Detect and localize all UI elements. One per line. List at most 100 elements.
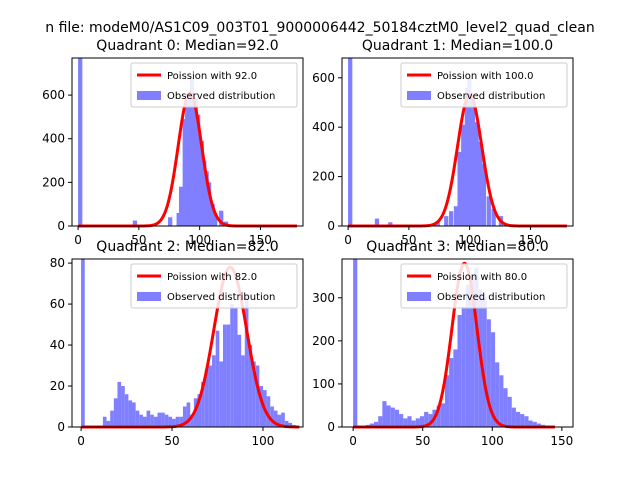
x-tick-label: 0	[77, 434, 85, 448]
histogram-bar	[503, 388, 508, 427]
y-tick-label: 100	[312, 377, 335, 391]
x-tick-label: 150	[249, 233, 272, 247]
legend-observed-swatch	[407, 91, 431, 100]
histogram-bar	[176, 212, 181, 226]
legend-observed-swatch	[137, 292, 161, 301]
histogram-bar	[369, 423, 374, 427]
histogram-bar	[481, 164, 487, 226]
histogram-bar	[461, 306, 466, 427]
histogram-bar	[146, 410, 151, 427]
histogram-bar	[461, 124, 466, 226]
histogram-bar	[467, 77, 472, 226]
histogram-bar	[132, 220, 138, 226]
subplot-quadrant-0: 0 50 100 150 0 200 400 600 Quadrant 0: Median=92…	[42, 38, 304, 247]
histogram-bar	[106, 420, 111, 427]
histogram-bar	[281, 412, 285, 427]
histogram-bar	[470, 95, 476, 226]
y-tick-label: 600	[42, 88, 65, 102]
legend-observed-label: Observed distribution	[437, 292, 545, 303]
histogram-bar	[197, 394, 202, 427]
histogram-bar	[157, 412, 162, 427]
legend-poisson-label: Poission with 82.0	[167, 272, 257, 283]
histogram-bar	[495, 362, 500, 427]
histogram-bar	[532, 421, 537, 427]
histogram-bar	[457, 151, 462, 226]
histogram-bar	[436, 405, 441, 427]
histogram-bar	[182, 406, 187, 427]
histogram-bar	[284, 420, 289, 427]
histogram-bars	[81, 259, 296, 427]
histogram-bar	[465, 284, 471, 427]
legend-poisson-label: Poission with 100.0	[437, 71, 533, 82]
legend: Poission with 80.0 Observed distribution	[400, 263, 568, 309]
axes-frame	[71, 258, 304, 428]
histogram-bar	[403, 418, 408, 427]
histogram-bar	[215, 330, 220, 427]
histogram-bar	[189, 77, 195, 226]
histogram-bar	[213, 215, 218, 226]
x-tick-label: 0	[344, 233, 352, 247]
histogram-bar	[490, 332, 496, 427]
histogram-bar	[193, 97, 198, 227]
histogram-bar	[524, 416, 529, 427]
histogram-bar	[196, 114, 201, 226]
axes-frame	[341, 57, 574, 227]
histogram-bar	[428, 414, 433, 427]
histogram-bar	[474, 267, 479, 427]
histogram-bar	[206, 182, 212, 226]
histogram-bar	[419, 416, 425, 427]
y-tick-label: 0	[57, 219, 65, 233]
histogram-bar	[204, 171, 209, 226]
histogram-bar	[444, 375, 450, 427]
histogram-bar	[486, 196, 491, 226]
y-tick-label: 0	[57, 420, 65, 434]
histogram-bar	[124, 394, 129, 427]
legend: Poission with 92.0 Observed distribution	[130, 62, 298, 108]
histogram-bar	[128, 400, 133, 427]
histogram-bar	[139, 414, 143, 427]
legend-observed-label: Observed distribution	[167, 292, 275, 303]
histogram-bar	[117, 381, 122, 427]
histogram-bar	[440, 403, 445, 427]
histogram-bar	[270, 406, 274, 427]
x-tick-label: 150	[550, 434, 573, 448]
legend: Poission with 100.0 Observed distribution	[400, 62, 568, 108]
x-tick-label: 50	[415, 434, 430, 448]
histogram-bars	[78, 58, 229, 227]
histogram-bar	[233, 308, 238, 427]
histogram-bar	[511, 407, 516, 427]
histogram-bar	[204, 369, 209, 427]
histogram-bar	[277, 414, 282, 427]
subplot-title: Quadrant 3: Median=80.0	[366, 239, 548, 255]
histogram-bar	[172, 418, 176, 427]
legend-observed-label: Observed distribution	[167, 91, 275, 102]
axes-frame	[341, 258, 574, 428]
histogram-bar	[168, 217, 173, 226]
histogram-bar	[453, 349, 458, 427]
histogram-bar	[81, 259, 85, 427]
x-tick-label: 150	[519, 233, 542, 247]
histogram-bar	[199, 140, 204, 226]
y-tick-label: 200	[312, 334, 335, 348]
histogram-bar	[394, 409, 400, 427]
histogram-bar	[348, 58, 353, 226]
y-tick-label: 0	[327, 219, 335, 233]
histogram-bar	[121, 386, 125, 427]
histogram-bar	[110, 410, 114, 427]
legend-observed-label: Observed distribution	[437, 91, 545, 102]
x-tick-label: 0	[349, 434, 357, 448]
legend-box	[400, 263, 568, 309]
histogram-bar	[153, 416, 158, 427]
histogram-bar	[150, 414, 154, 427]
histogram-bars	[348, 58, 504, 227]
histogram-bar	[273, 410, 278, 427]
legend-box	[130, 62, 298, 108]
histogram-bar	[252, 361, 256, 427]
histogram-bar	[226, 324, 231, 427]
figure-suptitle: n file: modeM0/AS1C09_003T01_9000006442_…	[45, 20, 594, 36]
legend: Poission with 82.0 Observed distribution	[130, 263, 298, 309]
histogram-bar	[478, 142, 483, 226]
histogram-bar	[528, 420, 533, 427]
histogram-bar	[135, 410, 140, 427]
